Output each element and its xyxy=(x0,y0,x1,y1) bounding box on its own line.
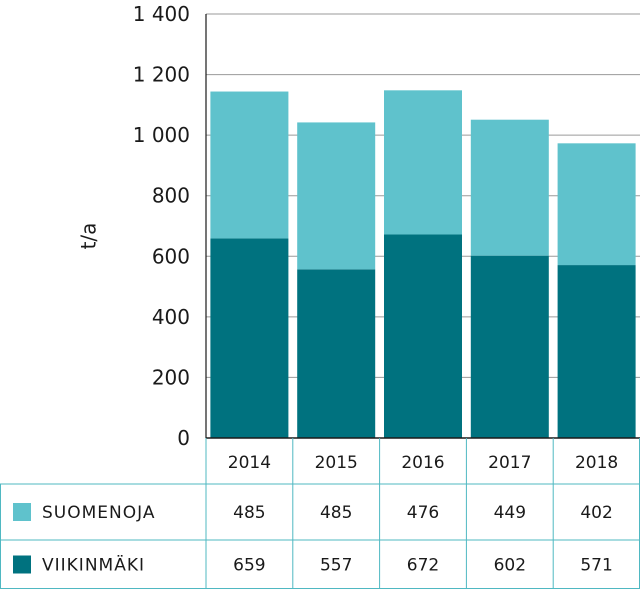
x-tick-label: 2018 xyxy=(575,453,618,473)
bar-viikinm-ki-2016 xyxy=(384,234,462,438)
y-axis-label: t/a xyxy=(77,223,101,250)
bar-suomenoja-2017 xyxy=(470,119,549,256)
y-tick-label: 0 xyxy=(177,426,190,450)
data-label: 449 xyxy=(494,503,526,523)
bar-suomenoja-2016 xyxy=(384,90,462,235)
y-tick-label: 1 400 xyxy=(133,2,190,26)
legend-label: SUOMENOJA xyxy=(42,503,155,523)
y-tick-label: 600 xyxy=(152,244,190,268)
y-tick-label: 1 200 xyxy=(133,63,190,87)
axes xyxy=(205,14,640,439)
data-label: 485 xyxy=(320,503,352,523)
data-label: 672 xyxy=(407,556,439,576)
data-label: 476 xyxy=(407,503,439,523)
data-label: 402 xyxy=(580,503,612,523)
bar-suomenoja-2014 xyxy=(210,91,289,239)
data-label: 485 xyxy=(233,503,265,523)
bar-suomenoja-2018 xyxy=(557,143,636,266)
bars xyxy=(210,90,636,438)
x-tick-label: 2017 xyxy=(488,453,531,473)
x-tick-label: 2016 xyxy=(401,453,444,473)
y-tick-label: 200 xyxy=(152,365,190,389)
x-tick-label: 2014 xyxy=(228,453,271,473)
y-tick-labels: 0 200 400 600 800 1 000 1 200 1 400 xyxy=(133,2,190,450)
y-tick-label: 400 xyxy=(152,305,190,329)
bar-viikinm-ki-2017 xyxy=(470,255,549,438)
legend-label: VIIKINMÄKI xyxy=(42,555,145,576)
data-label: 602 xyxy=(494,556,526,576)
legend-swatch xyxy=(13,555,31,574)
x-tick-label: 2015 xyxy=(315,453,358,473)
y-tick-label: 800 xyxy=(152,184,190,208)
bar-viikinm-ki-2018 xyxy=(557,265,636,438)
y-tick-label: 1 000 xyxy=(133,123,190,147)
bar-suomenoja-2015 xyxy=(297,122,376,270)
data-table: 2014 2015 2016 2017 2018 SUOMENOJA 485 485 476 44… xyxy=(0,438,640,589)
legend-swatch xyxy=(13,503,31,521)
data-label: 659 xyxy=(233,556,265,576)
bar-viikinm-ki-2015 xyxy=(297,269,376,438)
bar-viikinm-ki-2014 xyxy=(210,238,289,438)
data-label: 571 xyxy=(580,556,612,576)
data-label: 557 xyxy=(320,556,352,576)
